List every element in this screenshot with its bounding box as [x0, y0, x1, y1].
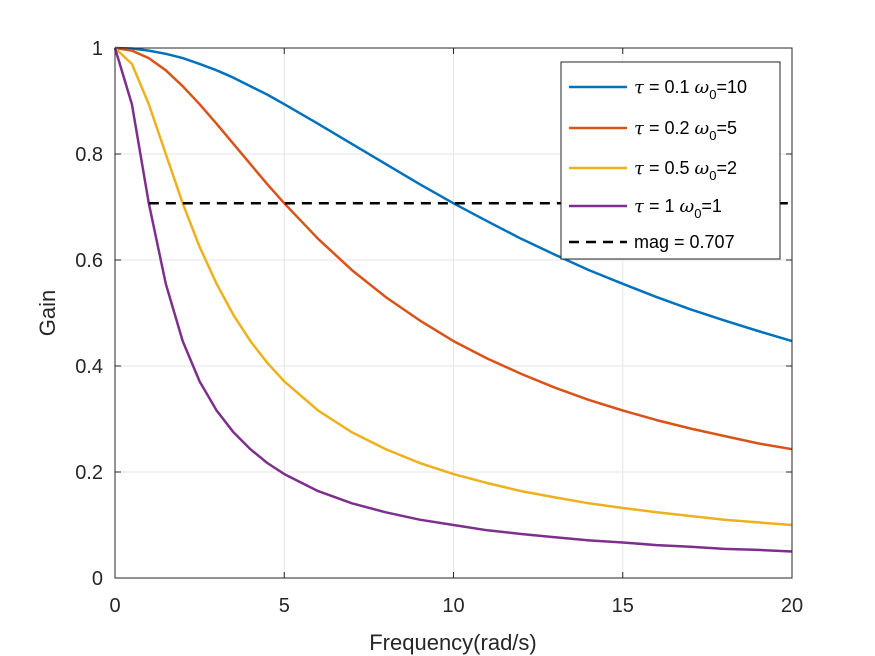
legend-omega-1: ω [695, 77, 710, 98]
legend-entry-5: mag = 0.707 [634, 232, 735, 252]
legend-sub-2: 0 [709, 128, 716, 143]
x-tick-label: 10 [442, 595, 464, 617]
series-lines [113, 46, 793, 553]
legend: τ = 0.1 ω0=10 τ = 0.2 ω0=5 τ = 0.5 ω0=2 … [560, 61, 781, 260]
legend-omega-value-2: =5 [716, 118, 737, 138]
legend-tau-4: τ [634, 196, 645, 217]
series-line-3 [114, 47, 793, 527]
legend-omega-3: ω [695, 158, 710, 179]
legend-sub-1: 0 [709, 87, 716, 102]
legend-sub-3: 0 [709, 168, 716, 183]
y-tick-label: 1 [92, 38, 103, 60]
legend-omega-4: ω [680, 196, 695, 217]
legend-entry-2: τ = 0.2 ω0=5 [634, 118, 737, 143]
y-tick-label: 0.4 [75, 356, 103, 378]
y-tick-label: 0 [92, 568, 103, 590]
x-axis-label: Frequency(rad/s) [369, 630, 537, 655]
legend-tau-value-1: = 0.1 [644, 77, 695, 97]
legend-omega-value-1: =10 [716, 77, 747, 97]
legend-box [560, 61, 781, 260]
x-tick-label: 5 [279, 595, 290, 617]
x-tick-label: 0 [109, 595, 120, 617]
y-tick-label: 0.8 [75, 144, 103, 166]
y-axis-label: Gain [35, 290, 60, 336]
legend-tau-1: τ [634, 77, 645, 98]
legend-swatches [569, 85, 627, 244]
legend-entry-1: τ = 0.1 ω0=10 [634, 77, 747, 102]
legend-tau-value-2: = 0.2 [644, 118, 695, 138]
series-line-4 [113, 47, 793, 553]
legend-tau-value-4: = 1 [644, 196, 680, 216]
legend-entry-3: τ = 0.5 ω0=2 [634, 158, 737, 183]
legend-tau-value-3: = 0.5 [644, 158, 695, 178]
legend-omega-2: ω [695, 118, 710, 139]
legend-entry-4: τ = 1 ω0=1 [634, 196, 722, 221]
y-tick-label: 0.2 [75, 462, 103, 484]
legend-omega-value-3: =2 [716, 158, 737, 178]
axis-ticks: 0 5 10 15 20 0 0.2 0.4 0.6 0.8 1 [75, 38, 803, 617]
series-line-2 [114, 46, 793, 451]
series-line-1 [114, 46, 793, 343]
y-tick-label: 0.6 [75, 250, 103, 272]
legend-tau-3: τ [634, 158, 645, 179]
legend-tau-2: τ [634, 118, 645, 139]
x-tick-label: 15 [612, 595, 634, 617]
x-tick-label: 20 [781, 595, 803, 617]
legend-sub-4: 0 [694, 206, 701, 221]
legend-omega-value-4: =1 [701, 196, 722, 216]
